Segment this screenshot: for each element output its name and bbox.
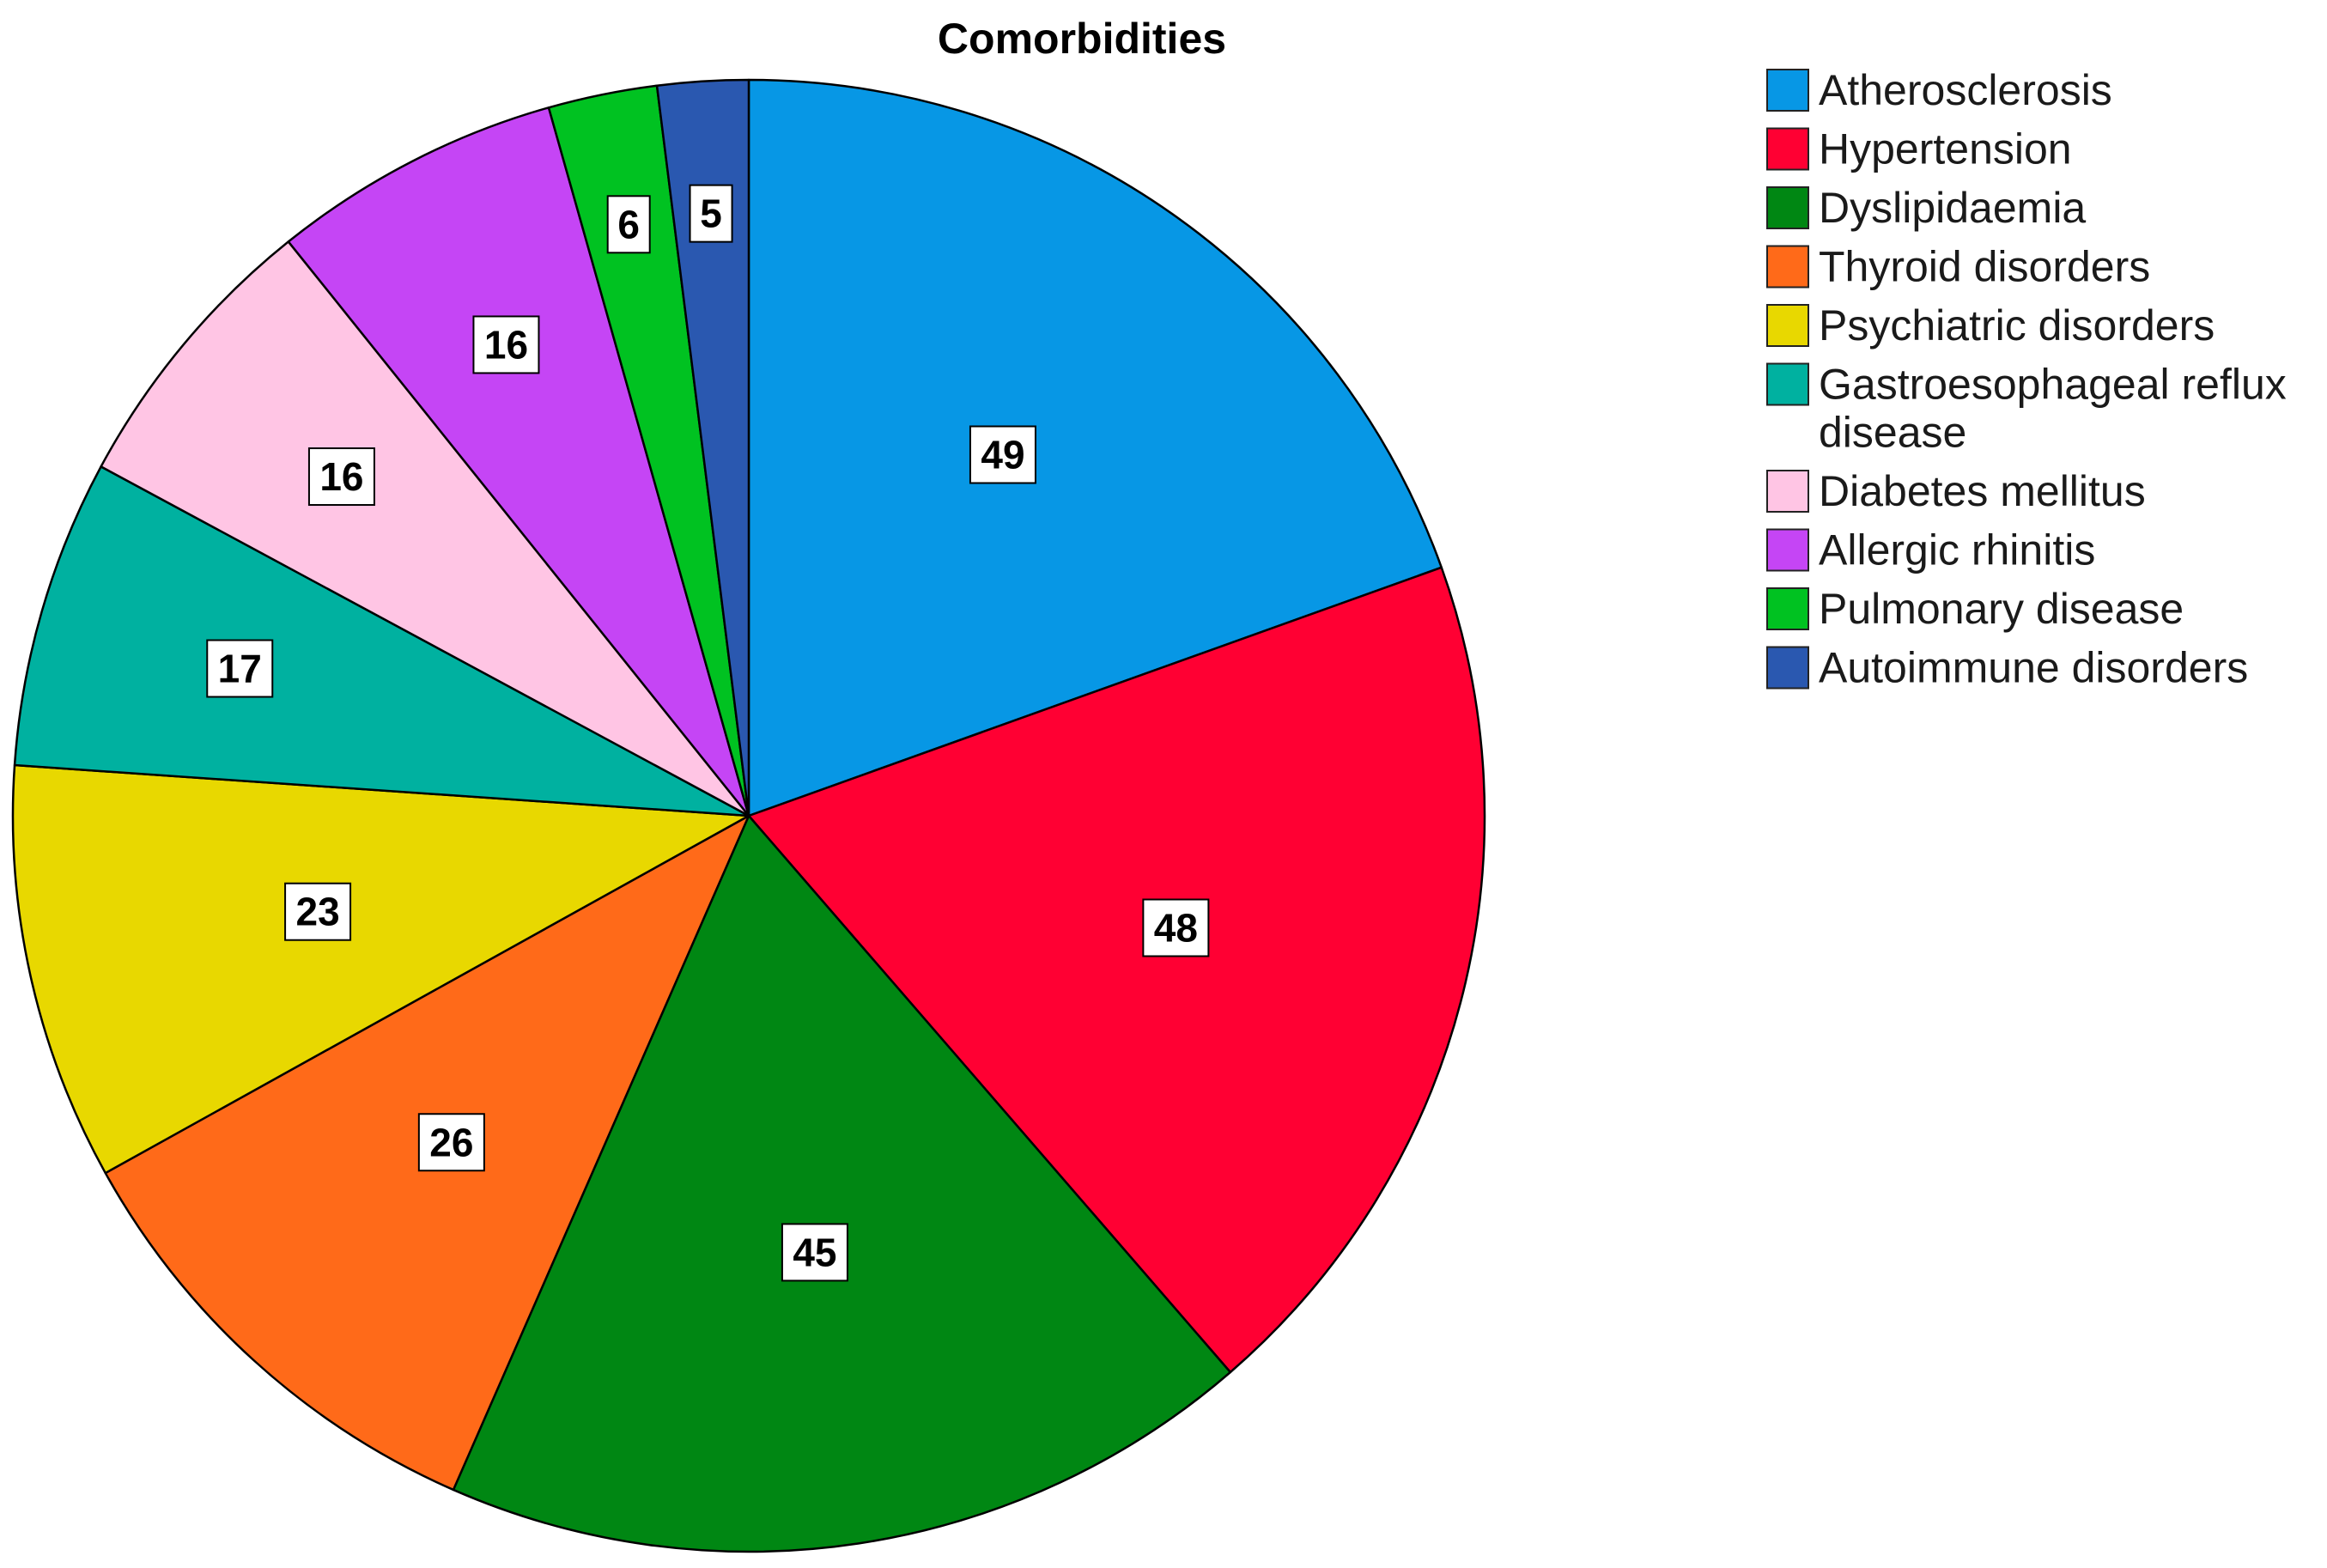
legend-label: Autoimmune disorders [1819, 644, 2248, 692]
legend-item-diabetes-mellitus: Diabetes mellitus [1766, 467, 2146, 515]
data-label-value: 17 [218, 647, 262, 691]
legend-swatch [1766, 362, 1809, 406]
data-label-hypertension: 48 [1142, 898, 1210, 957]
pie-slice-allergic-rhinitis [287, 106, 750, 817]
data-label-thyroid-disorders: 26 [417, 1113, 485, 1172]
legend-label: Psychiatric disorders [1819, 301, 2215, 349]
data-label-gastroesophageal-reflux-disease: 17 [206, 639, 274, 698]
legend-label: Pulmonary disease [1819, 585, 2184, 633]
data-label-value: 49 [981, 433, 1024, 477]
legend-swatch [1766, 304, 1809, 347]
pie-slice-diabetes-mellitus [100, 240, 750, 817]
chart-title: Comorbidities [938, 15, 1226, 63]
pie-slice-psychiatric-disorders [11, 763, 750, 1175]
legend-swatch [1766, 245, 1809, 289]
legend-label: disease [1819, 409, 1966, 457]
legend-item-pulmonary-disease: Pulmonary disease [1766, 585, 2184, 633]
pie-slices [11, 78, 1486, 1553]
data-label-box [606, 195, 651, 254]
legend-swatch [1766, 186, 1809, 229]
data-label-box [307, 447, 375, 507]
data-label-value: 16 [319, 454, 363, 499]
legend: Atherosclerosis Hypertension Dyslipidaemia… [1766, 66, 2287, 692]
data-label-dyslipidaemia: 45 [781, 1223, 848, 1282]
data-label-atherosclerosis: 49 [969, 425, 1036, 484]
legend-swatch [1766, 127, 1809, 171]
legend-label: Dyslipidaemia [1819, 184, 2086, 232]
data-label-value: 5 [700, 191, 722, 236]
data-label-box [284, 882, 352, 941]
legend-swatch [1766, 69, 1809, 112]
pie-slice-atherosclerosis [747, 78, 1443, 817]
legend-swatch [1766, 470, 1809, 513]
legend-item-dyslipidaemia: Dyslipidaemia [1766, 184, 2086, 232]
legend-item-psychiatric-disorders: Psychiatric disorders [1766, 301, 2215, 349]
legend-label: Atherosclerosis [1819, 66, 2112, 114]
data-label-box [781, 1223, 848, 1282]
pie-slice-dyslipidaemia [452, 814, 1232, 1553]
data-label-psychiatric-disorders: 23 [284, 882, 352, 941]
data-label-autoimmune-disorders: 5 [689, 184, 733, 243]
legend-item-atherosclerosis: Atherosclerosis [1766, 66, 2112, 114]
legend-item-thyroid-disorders: Thyroid disorders [1766, 243, 2150, 291]
pie-slice-gastroesophageal-reflux-disease [13, 465, 750, 817]
data-label-value: 23 [295, 890, 339, 934]
data-label-box [206, 639, 274, 698]
data-label-value: 48 [1154, 905, 1198, 950]
legend-swatch [1766, 528, 1809, 572]
legend-item-hypertension: Hypertension [1766, 125, 2072, 173]
legend-label: Allergic rhinitis [1819, 526, 2095, 574]
legend-label: Diabetes mellitus [1819, 467, 2146, 515]
legend-swatch [1766, 587, 1809, 630]
data-label-value: 45 [793, 1230, 836, 1274]
data-label-value: 26 [429, 1120, 473, 1164]
legend-label: Thyroid disorders [1819, 243, 2150, 291]
data-label-value: 6 [617, 202, 640, 246]
legend-label: Gastroesophageal reflux [1819, 361, 2287, 409]
data-label-value: 16 [484, 322, 528, 367]
legend-item-allergic-rhinitis: Allergic rhinitis [1766, 526, 2095, 574]
data-labels: 49 48 45 26 23 17 16 16 6 5 [206, 184, 1210, 1282]
legend-item-autoimmune-disorders: Autoimmune disorders [1766, 644, 2248, 692]
data-label-box [689, 184, 733, 243]
legend-swatch [1766, 646, 1809, 690]
pie-slice-autoimmune-disorders [655, 78, 750, 817]
data-label-box [1142, 898, 1210, 957]
legend-label: Hypertension [1819, 125, 2072, 173]
data-label-diabetes-mellitus: 16 [307, 447, 375, 507]
data-label-pulmonary-disease: 6 [606, 195, 651, 254]
data-label-allergic-rhinitis: 16 [472, 315, 540, 374]
pie-slice-hypertension [747, 566, 1486, 1374]
data-label-box [472, 315, 540, 374]
data-label-box [969, 425, 1036, 484]
data-label-box [417, 1113, 485, 1172]
